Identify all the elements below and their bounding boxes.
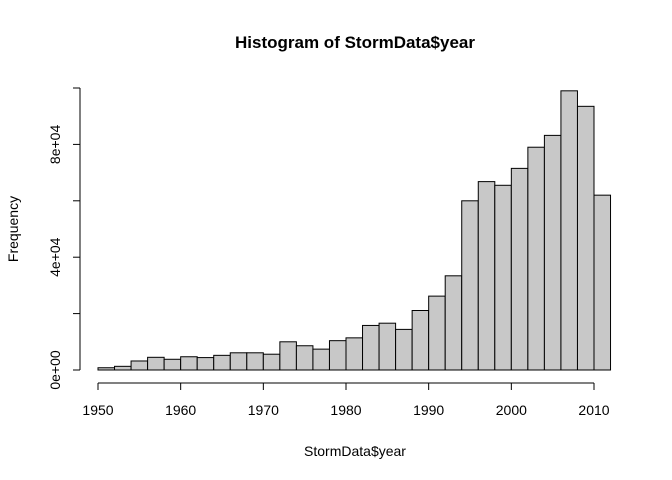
histogram-bar — [576, 105, 595, 371]
histogram-bar — [510, 167, 529, 371]
histogram-bar — [213, 354, 231, 371]
histogram-bar — [411, 310, 430, 371]
histogram-bar — [147, 356, 165, 371]
x-axis: 1950 1960 1970 1980 1990 2000 2010 — [82, 382, 610, 418]
histogram-bar — [196, 357, 215, 371]
histogram-bar — [114, 365, 132, 371]
histogram-bar — [494, 184, 512, 371]
x-tick-label: 1980 — [330, 402, 361, 418]
x-axis-label: StormData$year — [304, 443, 406, 459]
histogram-bar — [477, 181, 496, 371]
chart-title: Histogram of StormData$year — [235, 33, 475, 52]
bars-group — [97, 90, 612, 371]
x-tick-label: 1970 — [248, 402, 279, 418]
histogram-bar — [130, 360, 149, 371]
histogram-bar — [543, 134, 562, 371]
histogram-bar — [328, 340, 347, 371]
x-tick-label: 2000 — [496, 402, 527, 418]
y-axis-label: Frequency — [5, 196, 21, 262]
x-tick-label: 1950 — [82, 402, 113, 418]
x-tick-label: 2010 — [578, 402, 609, 418]
histogram-bar — [246, 352, 264, 371]
histogram-bar — [527, 146, 545, 371]
y-tick-label: 8e+04 — [47, 125, 63, 165]
histogram-bar — [262, 353, 281, 371]
x-tick-label: 1960 — [165, 402, 196, 418]
y-tick-label: 0e+00 — [47, 350, 63, 390]
histogram-bar — [428, 295, 446, 371]
histogram-bar — [444, 275, 463, 371]
histogram-bar — [295, 345, 314, 371]
histogram-bar — [312, 348, 330, 371]
histogram-bar — [593, 194, 612, 371]
histogram-bar — [362, 324, 380, 371]
y-axis: 0e+00 4e+04 8e+04 — [47, 87, 81, 390]
histogram-bar — [180, 356, 198, 371]
histogram-bar — [378, 322, 397, 371]
histogram-bar — [395, 328, 413, 371]
histogram-bar — [97, 367, 116, 371]
histogram-bar — [345, 337, 364, 371]
histogram-bar — [229, 352, 248, 371]
y-tick-label: 4e+04 — [47, 237, 63, 277]
histogram-bar — [279, 341, 297, 371]
histogram-bar — [163, 358, 182, 371]
histogram-bar — [560, 90, 578, 371]
x-tick-label: 1990 — [413, 402, 444, 418]
histogram-bar — [461, 200, 479, 371]
